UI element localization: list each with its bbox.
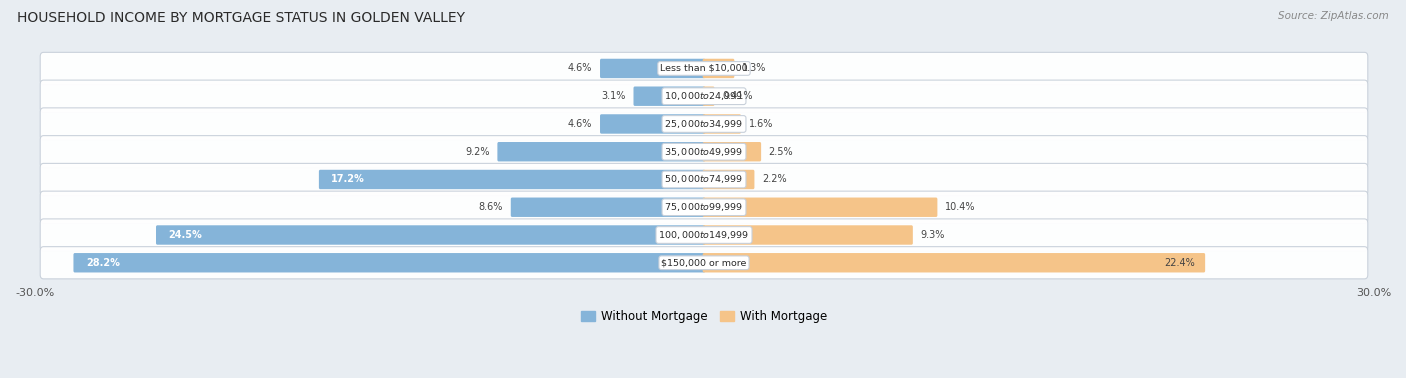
Text: 22.4%: 22.4% (1164, 258, 1195, 268)
FancyBboxPatch shape (703, 114, 741, 134)
FancyBboxPatch shape (600, 114, 706, 134)
Text: $35,000 to $49,999: $35,000 to $49,999 (665, 146, 744, 158)
FancyBboxPatch shape (156, 225, 706, 245)
FancyBboxPatch shape (634, 87, 706, 106)
FancyBboxPatch shape (41, 136, 1368, 168)
FancyBboxPatch shape (703, 253, 1205, 273)
Text: 24.5%: 24.5% (169, 230, 202, 240)
Text: 10.4%: 10.4% (945, 202, 976, 212)
FancyBboxPatch shape (703, 59, 734, 78)
FancyBboxPatch shape (510, 198, 706, 217)
FancyBboxPatch shape (41, 80, 1368, 112)
FancyBboxPatch shape (319, 170, 706, 189)
FancyBboxPatch shape (41, 191, 1368, 223)
Text: 9.3%: 9.3% (921, 230, 945, 240)
FancyBboxPatch shape (703, 87, 714, 106)
FancyBboxPatch shape (41, 52, 1368, 85)
Text: 2.5%: 2.5% (769, 147, 793, 157)
Text: 3.1%: 3.1% (602, 91, 626, 101)
FancyBboxPatch shape (41, 219, 1368, 251)
Text: $100,000 to $149,999: $100,000 to $149,999 (658, 229, 749, 241)
Text: 28.2%: 28.2% (86, 258, 120, 268)
FancyBboxPatch shape (41, 108, 1368, 140)
Text: Less than $10,000: Less than $10,000 (661, 64, 748, 73)
FancyBboxPatch shape (703, 170, 755, 189)
Text: $10,000 to $24,999: $10,000 to $24,999 (665, 90, 744, 102)
FancyBboxPatch shape (703, 142, 761, 161)
Text: 2.2%: 2.2% (762, 175, 786, 184)
FancyBboxPatch shape (41, 163, 1368, 195)
Legend: Without Mortgage, With Mortgage: Without Mortgage, With Mortgage (576, 305, 831, 328)
Text: $75,000 to $99,999: $75,000 to $99,999 (665, 201, 744, 213)
FancyBboxPatch shape (600, 59, 706, 78)
FancyBboxPatch shape (41, 247, 1368, 279)
Text: 4.6%: 4.6% (568, 119, 592, 129)
Text: $25,000 to $34,999: $25,000 to $34,999 (665, 118, 744, 130)
Text: HOUSEHOLD INCOME BY MORTGAGE STATUS IN GOLDEN VALLEY: HOUSEHOLD INCOME BY MORTGAGE STATUS IN G… (17, 11, 465, 25)
Text: 4.6%: 4.6% (568, 64, 592, 73)
FancyBboxPatch shape (703, 225, 912, 245)
FancyBboxPatch shape (703, 198, 938, 217)
FancyBboxPatch shape (498, 142, 706, 161)
Text: 8.6%: 8.6% (479, 202, 503, 212)
Text: 9.2%: 9.2% (465, 147, 489, 157)
Text: $50,000 to $74,999: $50,000 to $74,999 (665, 174, 744, 186)
Text: 17.2%: 17.2% (332, 175, 366, 184)
Text: 1.6%: 1.6% (748, 119, 773, 129)
Text: $150,000 or more: $150,000 or more (661, 258, 747, 267)
Text: 1.3%: 1.3% (742, 64, 766, 73)
Text: Source: ZipAtlas.com: Source: ZipAtlas.com (1278, 11, 1389, 21)
Text: 0.41%: 0.41% (723, 91, 752, 101)
FancyBboxPatch shape (73, 253, 706, 273)
